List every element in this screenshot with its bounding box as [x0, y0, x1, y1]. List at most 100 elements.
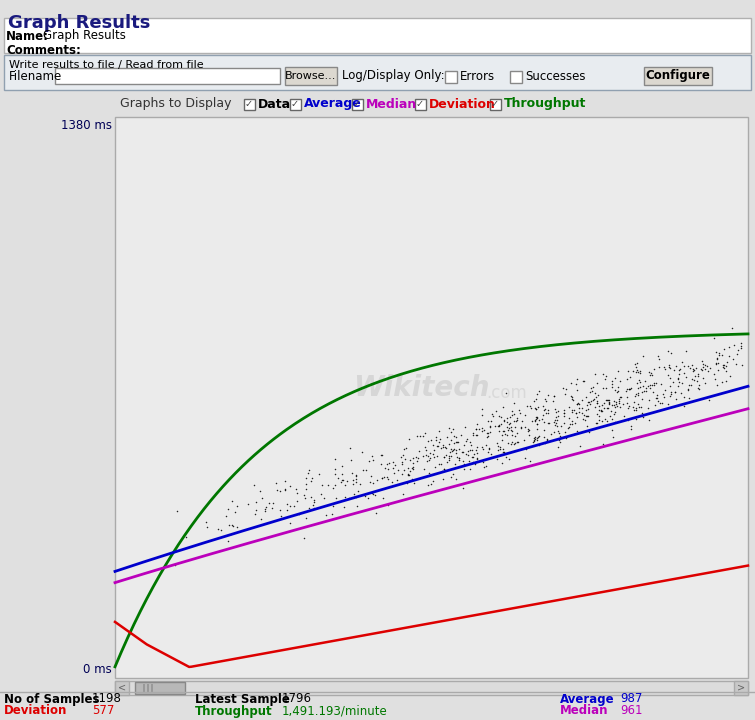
Point [421, 456, 433, 467]
Point [621, 373, 633, 384]
Point [663, 361, 675, 372]
Bar [734, 681, 748, 695]
Point [573, 406, 585, 418]
Point [490, 405, 502, 417]
Point [545, 428, 557, 439]
Text: 1380 ms: 1380 ms [61, 119, 112, 132]
Point [634, 382, 646, 393]
Point [633, 382, 645, 393]
Point [322, 479, 334, 490]
Point [279, 475, 291, 487]
Point [445, 472, 457, 483]
Text: Throughput: Throughput [195, 704, 273, 718]
Point [533, 415, 545, 426]
Point [494, 444, 506, 455]
Point [222, 503, 234, 515]
Point [683, 379, 695, 391]
Point [697, 361, 709, 372]
Point [622, 414, 634, 426]
Point [664, 372, 676, 384]
Point [591, 408, 603, 419]
Point [628, 404, 640, 415]
Point [298, 532, 310, 544]
Point [501, 437, 513, 449]
Point [528, 414, 541, 426]
Point [593, 404, 606, 415]
Point [581, 410, 593, 422]
Point [457, 482, 469, 493]
Point [304, 475, 316, 487]
Point [535, 413, 547, 424]
Point [621, 383, 633, 395]
Point [470, 444, 482, 456]
Point [658, 389, 670, 400]
Point [482, 427, 494, 438]
Point [735, 359, 747, 370]
Point [553, 436, 565, 448]
Point [437, 473, 449, 485]
Point [223, 519, 236, 531]
Point [263, 498, 275, 509]
Point [634, 377, 646, 388]
Text: ✓: ✓ [416, 99, 424, 109]
Point [708, 332, 720, 343]
Point [501, 421, 513, 433]
Point [662, 345, 674, 356]
Point [376, 472, 388, 484]
Bar [285, 67, 337, 85]
Point [470, 452, 482, 464]
Point [399, 464, 411, 475]
Point [570, 407, 582, 418]
Point [642, 402, 654, 413]
Point [578, 413, 590, 425]
Point [433, 436, 445, 448]
Point [442, 422, 455, 433]
Point [427, 439, 439, 451]
Point [505, 438, 517, 450]
Text: Graph Results: Graph Results [43, 30, 126, 42]
Point [271, 485, 283, 496]
Point [387, 462, 399, 473]
Point [300, 479, 313, 490]
Point [284, 500, 296, 511]
Point [439, 441, 451, 452]
Point [697, 359, 709, 370]
Point [709, 373, 721, 384]
Point [530, 411, 542, 423]
Point [610, 398, 622, 410]
Point [537, 401, 549, 413]
Point [568, 428, 580, 440]
Point [407, 458, 419, 469]
Point [629, 359, 641, 370]
Point [345, 454, 357, 466]
Point [450, 431, 462, 443]
Point [500, 387, 512, 399]
Point [518, 434, 530, 446]
Point [731, 348, 743, 360]
Point [533, 439, 545, 451]
Point [458, 439, 470, 451]
Point [441, 431, 453, 443]
Text: Errors: Errors [460, 70, 495, 83]
Point [404, 465, 416, 477]
Point [632, 389, 644, 400]
Point [510, 421, 522, 433]
Text: Median: Median [560, 704, 609, 718]
Point [212, 523, 224, 534]
Point [623, 383, 635, 395]
Point [531, 435, 543, 446]
Point [255, 513, 267, 525]
Point [442, 452, 455, 464]
Point [612, 366, 624, 377]
Point [363, 455, 375, 467]
Point [381, 472, 393, 483]
Point [735, 342, 747, 354]
Point [496, 457, 508, 469]
Point [673, 364, 686, 375]
Point [609, 407, 621, 418]
Point [548, 390, 560, 402]
Text: Comments:: Comments: [6, 43, 81, 56]
Point [644, 382, 656, 394]
Point [493, 410, 505, 422]
Point [571, 398, 583, 410]
